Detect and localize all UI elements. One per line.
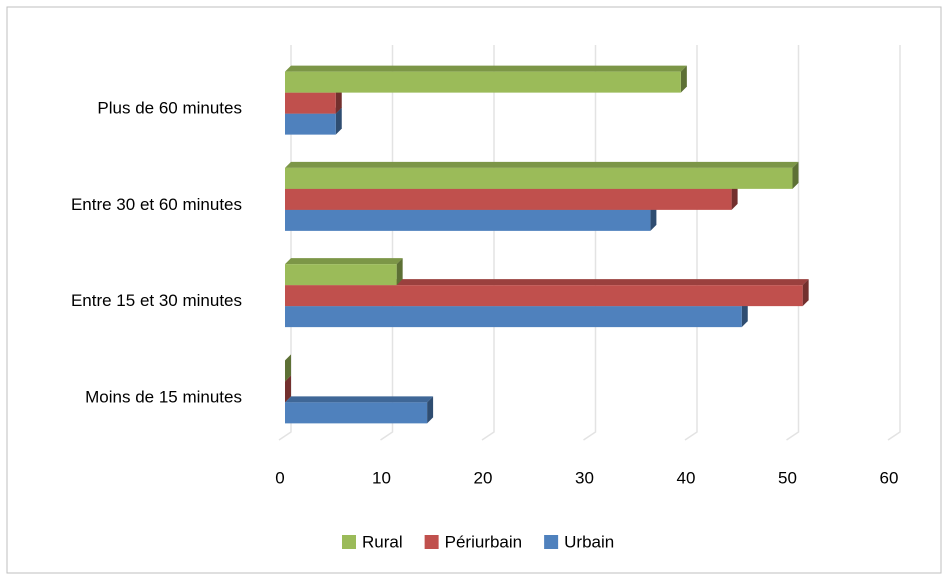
bar-face <box>285 354 291 382</box>
grid-line <box>887 45 901 441</box>
y-tick-label: Plus de 60 minutes <box>97 99 242 118</box>
bar-face <box>285 113 336 135</box>
bar-face <box>285 264 397 286</box>
bar-face <box>285 258 403 265</box>
bar-face <box>335 107 342 135</box>
bar <box>285 354 291 382</box>
bar-face <box>285 209 651 231</box>
bar-face <box>285 285 803 307</box>
y-tick-label: Moins de 15 minutes <box>85 387 242 406</box>
x-tick-label: 0 <box>275 468 284 487</box>
bar-face <box>335 86 342 114</box>
x-tick-label: 30 <box>575 468 594 487</box>
bar-face <box>285 167 793 189</box>
legend-swatch <box>424 535 439 549</box>
bar-face <box>427 396 434 424</box>
x-tick-label: 10 <box>372 468 391 487</box>
x-tick-label: 40 <box>677 468 696 487</box>
bar <box>285 375 291 403</box>
bar-face <box>680 65 687 93</box>
bar-face <box>802 279 809 307</box>
bar-face <box>731 182 738 210</box>
bar-face <box>285 188 732 210</box>
x-tick-label: 60 <box>880 468 899 487</box>
bar-face <box>285 279 809 286</box>
bar <box>285 258 403 286</box>
bar <box>285 161 799 189</box>
bar-face <box>285 402 428 424</box>
bar-face <box>741 300 748 328</box>
legend-label: Urbain <box>564 532 614 551</box>
y-tick-label: Entre 15 et 30 minutes <box>71 291 242 310</box>
bar-face <box>285 306 742 328</box>
bar <box>285 396 434 424</box>
bar <box>285 279 809 307</box>
bar-face <box>285 92 336 114</box>
legend-label: Rural <box>362 532 403 551</box>
bar-face <box>285 161 799 168</box>
x-tick-label: 20 <box>474 468 493 487</box>
bar-face <box>285 65 687 72</box>
legend-swatch <box>544 535 559 549</box>
bar-face <box>792 161 799 189</box>
bar-face <box>396 258 403 286</box>
bar-face <box>650 203 657 231</box>
legend-swatch <box>342 535 356 549</box>
bar-face <box>285 71 681 93</box>
legend-label: Périurbain <box>445 532 523 551</box>
bar-face <box>285 396 434 403</box>
x-tick-label: 50 <box>778 468 797 487</box>
bar-face <box>285 375 291 403</box>
y-tick-label: Entre 30 et 60 minutes <box>71 195 242 214</box>
bar <box>285 65 687 93</box>
